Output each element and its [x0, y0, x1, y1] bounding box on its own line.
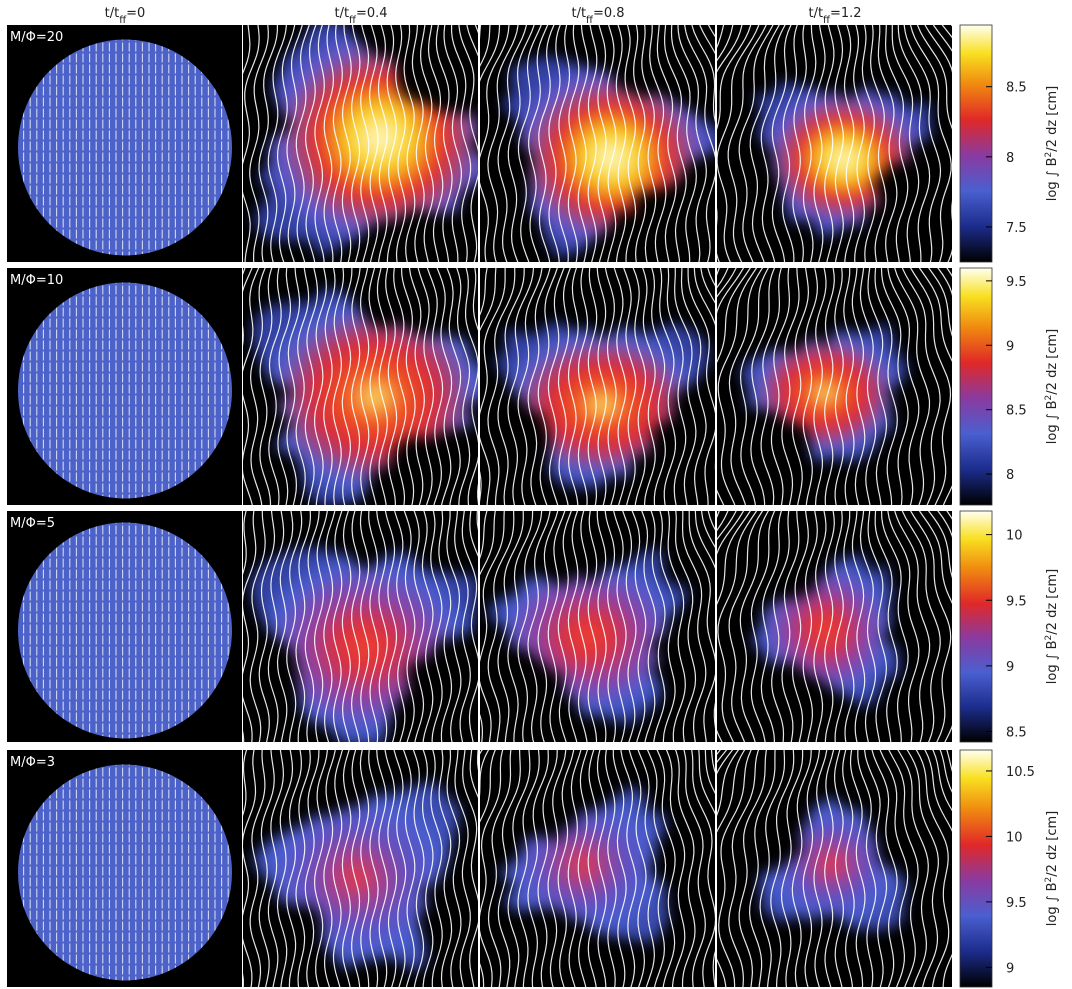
- colorbar-tick-label: 9: [1006, 339, 1014, 354]
- row-label: M/Φ=3: [10, 755, 55, 770]
- row-label: M/Φ=20: [10, 30, 63, 45]
- colorbar-tick-label: 7.5: [1006, 221, 1027, 236]
- colorbar-label-text: /2 dz [cm]: [1045, 811, 1060, 877]
- colorbar-tick-label: 9.5: [1006, 275, 1027, 290]
- colorbar-tick-label: 9: [1006, 961, 1014, 976]
- column-header: t/tff=0.8: [571, 6, 624, 26]
- colorbar-label: log ∫ B2/2 dz [cm]: [1044, 569, 1060, 684]
- panel: [7, 25, 242, 262]
- header-text: t/t: [808, 6, 823, 21]
- colorbar-label-text: /2 dz [cm]: [1045, 569, 1060, 635]
- colorbar-label-text: log ∫ B: [1045, 400, 1060, 444]
- header-text: =0.4: [356, 6, 388, 21]
- colorbar-tick-label: 9: [1006, 660, 1014, 675]
- column-header: t/tff=1.2: [808, 6, 861, 26]
- colorbar-tick-label: 8.5: [1006, 726, 1027, 741]
- colorbar-tick-label: 10.5: [1006, 765, 1035, 780]
- row-label: M/Φ=10: [10, 273, 63, 288]
- colorbar-label-text: log ∫ B: [1045, 640, 1060, 684]
- column-header: t/tff=0.4: [334, 6, 387, 26]
- colorbar-label: log ∫ B2/2 dz [cm]: [1044, 329, 1060, 444]
- colorbar: [960, 268, 992, 505]
- column-header: t/tff=0: [105, 6, 146, 26]
- colorbar-label-text: log ∫ B: [1045, 882, 1060, 926]
- colorbar-tick-label: 9.5: [1006, 594, 1027, 609]
- header-text: t/t: [334, 6, 349, 21]
- panel: [7, 750, 242, 987]
- colorbar-tick-label: 8: [1006, 151, 1014, 166]
- colorbar-label: log ∫ B2/2 dz [cm]: [1044, 86, 1060, 201]
- row-label: M/Φ=5: [10, 516, 55, 531]
- colorbar-label-text: log ∫ B: [1045, 157, 1060, 201]
- header-text: =1.2: [830, 6, 862, 21]
- header-text: =0: [126, 6, 145, 21]
- panel: [7, 511, 242, 743]
- figure: t/tff=0 t/tff=0.4 t/tff=0.8 t/tff=1.2 M/Φ=20…: [0, 0, 1072, 989]
- header-text: t/t: [571, 6, 586, 21]
- colorbar-tick-label: 10: [1006, 529, 1023, 544]
- colorbar-tick-label: 8.5: [1006, 81, 1027, 96]
- header-text: =0.8: [593, 6, 625, 21]
- colorbar-tick-label: 8.5: [1006, 404, 1027, 419]
- header-text: t/t: [105, 6, 120, 21]
- colorbar-label: log ∫ B2/2 dz [cm]: [1044, 811, 1060, 926]
- colorbar-label-text: /2 dz [cm]: [1045, 329, 1060, 395]
- colorbar-label-text: /2 dz [cm]: [1045, 86, 1060, 152]
- colorbar-tick-label: 8: [1006, 468, 1014, 483]
- colorbar-tick-label: 9.5: [1006, 896, 1027, 911]
- colorbar: [960, 511, 992, 742]
- colorbar-tick-label: 10: [1006, 830, 1023, 845]
- colorbar: [960, 750, 992, 987]
- panel: [7, 268, 242, 505]
